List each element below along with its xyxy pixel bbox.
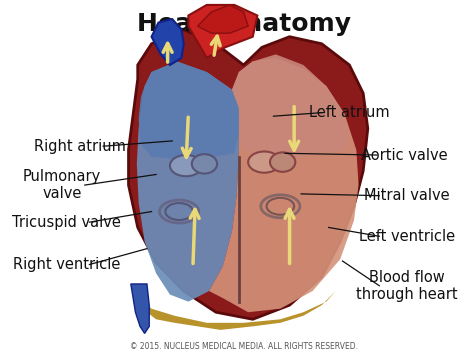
Ellipse shape	[270, 152, 295, 172]
Polygon shape	[138, 291, 335, 330]
Polygon shape	[139, 62, 239, 160]
Text: Pulmonary
valve: Pulmonary valve	[23, 169, 101, 201]
Polygon shape	[131, 284, 149, 334]
Ellipse shape	[170, 155, 202, 176]
Polygon shape	[209, 58, 359, 312]
Text: Blood flow
through heart: Blood flow through heart	[356, 269, 458, 302]
Ellipse shape	[248, 152, 280, 173]
Text: Tricuspid valve: Tricuspid valve	[12, 215, 121, 230]
Text: Right atrium: Right atrium	[34, 139, 126, 154]
Text: Right ventricle: Right ventricle	[13, 257, 120, 272]
Polygon shape	[129, 30, 368, 319]
Text: © 2015. NUCLEUS MEDICAL MEDIA. ALL RIGHTS RESERVED.: © 2015. NUCLEUS MEDICAL MEDIA. ALL RIGHT…	[130, 342, 358, 351]
Text: Heart Anatomy: Heart Anatomy	[136, 12, 351, 36]
Text: Left atrium: Left atrium	[309, 105, 390, 120]
Polygon shape	[188, 5, 257, 58]
Polygon shape	[198, 5, 248, 33]
Polygon shape	[232, 54, 350, 157]
Polygon shape	[152, 19, 184, 65]
Ellipse shape	[192, 154, 217, 174]
Text: Left ventricle: Left ventricle	[359, 229, 455, 244]
Text: Mitral valve: Mitral valve	[364, 188, 450, 203]
Text: Aortic valve: Aortic valve	[361, 147, 448, 163]
Polygon shape	[137, 62, 239, 302]
